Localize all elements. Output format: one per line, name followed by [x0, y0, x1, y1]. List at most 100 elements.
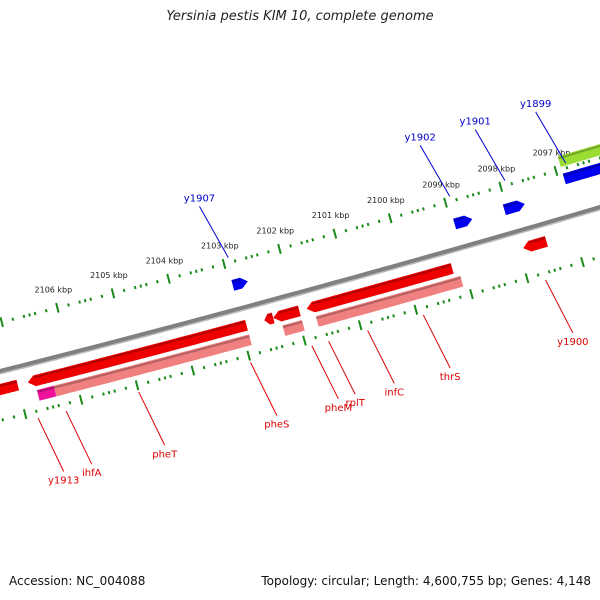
- gene-label-y1902[interactable]: y1902: [404, 132, 435, 143]
- feature-shade: [267, 313, 273, 317]
- tick-inner: [314, 335, 317, 340]
- gene-label-rplT[interactable]: rplT: [345, 398, 365, 409]
- tick-outer: [255, 253, 259, 257]
- tick-inner: [381, 317, 384, 321]
- tick-inner: [246, 350, 251, 361]
- tick-outer: [565, 165, 569, 170]
- gene-label-y1907[interactable]: y1907: [184, 193, 215, 204]
- tick-inner: [291, 341, 295, 346]
- feature-rplT-cds[interactable]: [282, 320, 305, 336]
- tick-inner: [336, 329, 340, 334]
- tick-outer: [387, 213, 393, 224]
- tick-inner: [492, 286, 496, 290]
- tick-inner: [124, 386, 128, 390]
- feature-y1899-rna[interactable]: [557, 142, 600, 167]
- tick-label: 2105 kbp: [90, 271, 128, 280]
- feature-infC-gene[interactable]: [306, 293, 346, 313]
- label-leader-line: [422, 314, 451, 369]
- tick-label: 2101 kbp: [312, 211, 350, 220]
- tick-outer: [355, 225, 359, 230]
- label-leader-line: [419, 145, 451, 197]
- feature-y1907-gene[interactable]: [231, 277, 248, 291]
- label-leader-line: [138, 391, 166, 446]
- tick-inner: [51, 405, 55, 409]
- tick-inner: [134, 380, 140, 391]
- tick-outer: [377, 219, 381, 224]
- feature-shade: [37, 386, 55, 393]
- map-title: Yersinia pestis KIM 10, complete genome: [166, 9, 434, 24]
- tick-outer: [178, 274, 181, 278]
- tick-inner: [169, 374, 172, 379]
- feature-shade: [53, 350, 192, 389]
- label-leader-line: [545, 279, 574, 334]
- feature-y1913-gene[interactable]: [0, 379, 20, 397]
- gene-label-ihfA[interactable]: ihfA: [82, 468, 102, 479]
- gene-label-thrS[interactable]: thrS: [440, 372, 461, 383]
- tick-inner: [458, 295, 462, 299]
- gene-label-infC[interactable]: infC: [384, 387, 404, 398]
- tick-outer: [488, 188, 492, 192]
- tick-inner: [146, 380, 150, 385]
- feature-y1902-gene[interactable]: [453, 215, 473, 230]
- tick-outer: [166, 273, 171, 284]
- gene-label-y1900[interactable]: y1900: [557, 337, 588, 348]
- tick-label: 2104 kbp: [146, 256, 184, 265]
- accession-text: Accession: NC_004088: [9, 574, 146, 588]
- tick-inner: [386, 315, 390, 320]
- tick-outer: [289, 244, 292, 248]
- feature-thrS-cds[interactable]: [346, 275, 464, 319]
- tick-outer: [443, 197, 448, 208]
- tick-inner: [547, 270, 551, 274]
- tick-outer: [33, 311, 37, 316]
- tick-ruler-group: 2097 kbp 2098 kbp 2099 kbp 2100 kbp 2101 kbp…: [0, 149, 600, 422]
- gene-label-pheS[interactable]: pheS: [264, 420, 289, 431]
- tick-outer: [305, 239, 309, 244]
- tick-inner: [280, 344, 284, 349]
- tick-inner: [330, 331, 334, 335]
- feature-shade: [186, 320, 246, 339]
- gene-label-y1901[interactable]: y1901: [460, 117, 491, 128]
- feature-y1900-gene[interactable]: [523, 236, 548, 252]
- feature-infC-cds[interactable]: [315, 307, 350, 327]
- feature-pheT-gene[interactable]: [44, 335, 190, 382]
- feature-shade: [33, 372, 51, 379]
- tick-inner: [158, 377, 161, 382]
- tick-outer: [344, 228, 348, 233]
- tick-outer: [156, 279, 159, 284]
- gene-label-y1899[interactable]: y1899: [520, 99, 551, 110]
- tick-inner: [553, 268, 557, 272]
- feature-ihfA-gene[interactable]: [27, 371, 53, 387]
- feature-shade: [190, 335, 250, 353]
- tick-outer: [110, 288, 116, 299]
- feature-shade: [563, 163, 600, 177]
- feature-y1901-gene[interactable]: [502, 200, 525, 216]
- feature-pheS-cds[interactable]: [190, 334, 252, 361]
- gene-label-y1913[interactable]: y1913: [48, 475, 79, 486]
- feature-pheM-gene[interactable]: [264, 312, 275, 325]
- tick-outer: [133, 285, 137, 290]
- feature-rplT-gene[interactable]: [273, 305, 301, 322]
- backbone-shadow: [0, 207, 600, 375]
- feature-pheS-gene[interactable]: [181, 319, 248, 347]
- feature-shade: [503, 201, 518, 208]
- tick-inner: [236, 356, 239, 361]
- feature-thrS-gene[interactable]: [337, 263, 454, 304]
- tick-outer: [139, 284, 143, 288]
- tick-label: 2099 kbp: [422, 180, 460, 189]
- tick-outer: [410, 210, 414, 214]
- tick-outer: [498, 181, 504, 192]
- tick-inner: [68, 400, 72, 405]
- tick-outer: [189, 271, 193, 275]
- label-leader-line: [311, 345, 339, 400]
- tick-outer: [78, 300, 81, 304]
- tick-outer: [582, 161, 585, 165]
- genome-backbone: [0, 204, 600, 374]
- gene-label-pheT[interactable]: pheT: [152, 449, 178, 460]
- feature-ihfA-misc[interactable]: [36, 385, 57, 401]
- tick-inner: [57, 403, 61, 408]
- tick-outer: [543, 172, 547, 176]
- gene-label-pheM[interactable]: pheM: [325, 403, 352, 414]
- tick-inner: [442, 300, 446, 304]
- feature-pheT-cds[interactable]: [53, 350, 194, 397]
- feature-y1899-gene2[interactable]: [562, 159, 600, 185]
